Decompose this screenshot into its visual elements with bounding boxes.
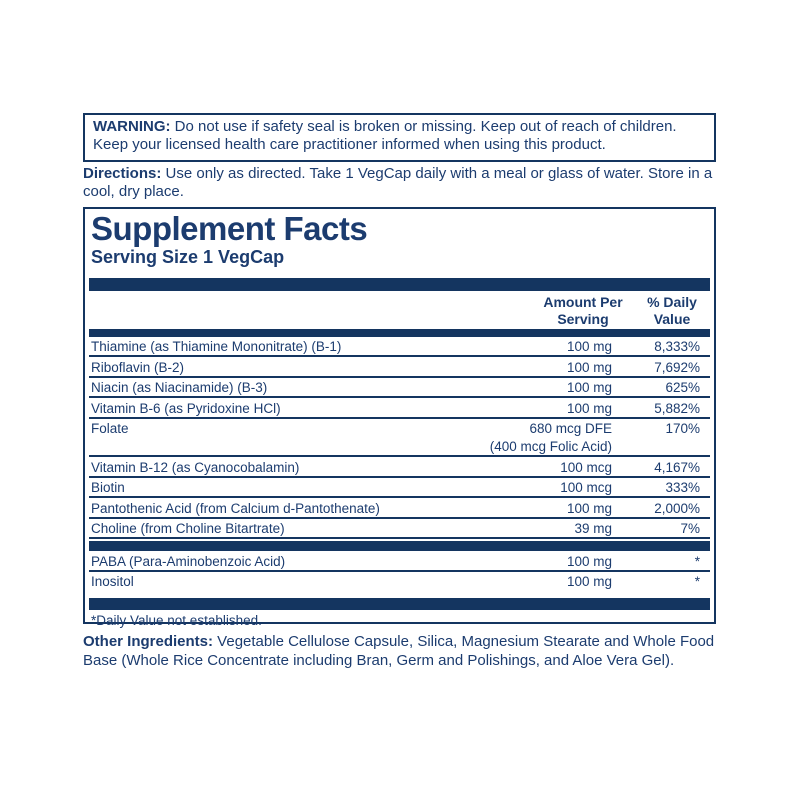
nutrient-name: Pantothenic Acid (from Calcium d-Pantoth… bbox=[91, 500, 380, 516]
nutrient-name: Riboflavin (B-2) bbox=[91, 359, 185, 375]
nutrient-amount: 100 mcg bbox=[560, 459, 612, 475]
nutrient-amount: 100 mg bbox=[566, 500, 612, 516]
nutrient-daily-value: 333% bbox=[665, 480, 700, 496]
table-row-choline: Choline (from Choline Bitartrate) 39 mg … bbox=[89, 519, 710, 540]
directions-label: Directions: bbox=[83, 165, 162, 182]
amount-header-line1: Amount Per bbox=[543, 293, 623, 310]
table-row-niacin: Niacin (as Niacinamide) (B-3) 100 mg 625… bbox=[89, 378, 710, 399]
table-row-biotin: Biotin 100 mcg 333% bbox=[89, 478, 710, 499]
pct-header-line1: % Daily bbox=[647, 293, 697, 310]
nutrient-daily-value: 7,692% bbox=[654, 359, 700, 375]
nutrient-name: Choline (from Choline Bitartrate) bbox=[91, 521, 285, 537]
divider-bar-bottom bbox=[89, 598, 710, 611]
other-ingredients-label: Other Ingredients: bbox=[83, 633, 214, 650]
other-ingredients-paragraph: Other Ingredients: Vegetable Cellulose C… bbox=[83, 633, 716, 671]
nutrient-daily-value: 2,000% bbox=[654, 500, 700, 516]
nutrient-name: PABA (Para-Aminobenzoic Acid) bbox=[91, 553, 286, 569]
warning-label: WARNING: bbox=[93, 118, 171, 135]
nutrient-daily-value: 170% bbox=[665, 421, 700, 437]
warning-text: Do not use if safety seal is broken or m… bbox=[93, 118, 677, 154]
nutrient-amount: 100 mg bbox=[566, 400, 612, 416]
nutrient-amount: 39 mg bbox=[574, 521, 612, 537]
supplement-facts-title: Supplement Facts bbox=[91, 210, 368, 247]
table-row-paba: PABA (Para-Aminobenzoic Acid) 100 mg * bbox=[89, 551, 710, 572]
nutrient-amount: 100 mcg bbox=[560, 480, 612, 496]
other-ingredients-text: Vegetable Cellulose Capsule, Silica, Mag… bbox=[83, 633, 715, 669]
folate-amount-main: 680 mcg DFE bbox=[529, 421, 612, 437]
nutrient-name: Biotin bbox=[91, 480, 125, 496]
serving-size: Serving Size 1 VegCap bbox=[91, 247, 285, 267]
daily-value-footnote: *Daily Value not established. bbox=[91, 613, 262, 629]
nutrient-name: Thiamine (as Thiamine Mononitrate) (B-1) bbox=[91, 339, 342, 355]
table-row-inositol: Inositol 100 mg * bbox=[89, 572, 710, 591]
nutrient-name: Inositol bbox=[91, 574, 134, 590]
nutrient-name: Vitamin B-6 (as Pyridoxine HCl) bbox=[91, 400, 281, 416]
nutrient-daily-value: 8,333% bbox=[654, 339, 700, 355]
nutrient-daily-value: 625% bbox=[665, 380, 700, 396]
nutrient-amount: 100 mg bbox=[566, 574, 612, 590]
table-row-thiamine: Thiamine (as Thiamine Mononitrate) (B-1)… bbox=[89, 337, 710, 358]
supplement-facts-panel: Supplement Facts Serving Size 1 VegCap A… bbox=[83, 207, 716, 628]
divider-bar-header bbox=[89, 328, 710, 337]
nutrient-daily-value: 4,167% bbox=[654, 459, 700, 475]
directions-text: Use only as directed. Take 1 VegCap dail… bbox=[83, 165, 713, 201]
column-header-daily-value: % Daily Value bbox=[632, 294, 712, 328]
table-row-vitamin-b12: Vitamin B-12 (as Cyanocobalamin) 100 mcg… bbox=[89, 457, 710, 478]
divider-bar-middle bbox=[89, 541, 710, 552]
pct-header-line2: Value bbox=[653, 310, 691, 327]
folate-amount-sub: (400 mcg Folic Acid) bbox=[489, 439, 612, 455]
nutrient-daily-value: * bbox=[694, 553, 700, 569]
directions-paragraph: Directions: Use only as directed. Take 1… bbox=[83, 165, 716, 202]
table-row-riboflavin: Riboflavin (B-2) 100 mg 7,692% bbox=[89, 357, 710, 378]
table-row-folate: Folate 680 mcg DFE (400 mcg Folic Acid) … bbox=[89, 419, 710, 458]
nutrient-name: Folate bbox=[91, 421, 129, 437]
nutrient-name: Vitamin B-12 (as Cyanocobalamin) bbox=[91, 459, 300, 475]
nutrient-daily-value: 7% bbox=[680, 521, 700, 537]
warning-box: WARNING: Do not use if safety seal is br… bbox=[83, 113, 716, 162]
nutrient-amount: 100 mg bbox=[566, 380, 612, 396]
divider-bar-thick-top bbox=[89, 277, 710, 291]
table-header-row: Amount Per Serving % Daily Value bbox=[89, 291, 710, 329]
table-row-pantothenic-acid: Pantothenic Acid (from Calcium d-Pantoth… bbox=[89, 498, 710, 519]
nutrient-name: Niacin (as Niacinamide) (B-3) bbox=[91, 380, 268, 396]
nutrient-daily-value: 5,882% bbox=[654, 400, 700, 416]
table-row-vitamin-b6: Vitamin B-6 (as Pyridoxine HCl) 100 mg 5… bbox=[89, 398, 710, 419]
nutrient-daily-value: * bbox=[694, 574, 700, 590]
nutrient-amount: 680 mcg DFE (400 mcg Folic Acid) bbox=[472, 421, 612, 454]
nutrient-amount: 100 mg bbox=[566, 359, 612, 375]
column-header-amount: Amount Per Serving bbox=[528, 294, 638, 328]
nutrient-amount: 100 mg bbox=[566, 553, 612, 569]
nutrient-amount: 100 mg bbox=[566, 339, 612, 355]
amount-header-line2: Serving bbox=[557, 310, 609, 327]
